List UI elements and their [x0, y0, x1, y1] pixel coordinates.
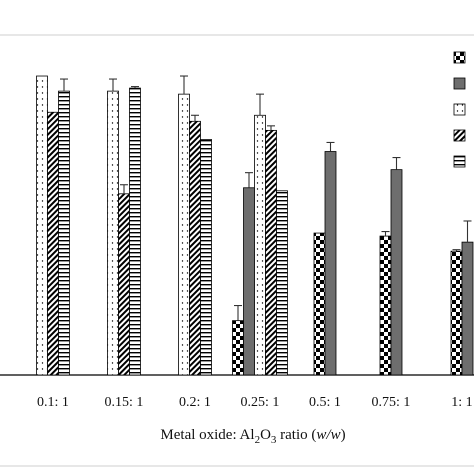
error-bar — [191, 114, 199, 122]
bar-series-5-0-25-1 — [276, 190, 288, 376]
bar-series-3-0-15-1 — [107, 90, 119, 376]
error-bar — [120, 184, 128, 194]
error-bar — [60, 78, 68, 92]
bar-series-4-0-25-1 — [265, 129, 277, 376]
error-bar — [180, 75, 188, 95]
x-axis-title: Metal oxide: Al2O3 ratio (w/w) — [160, 427, 345, 446]
error-bar — [452, 249, 461, 252]
bar-series-1-0-25-1 — [232, 320, 244, 376]
legend-swatch-series-3 — [453, 103, 466, 116]
bar-series-1-0-5-1 — [313, 232, 326, 376]
bar-series-3-0-2-1 — [178, 93, 190, 376]
bar-series-4-0-1-1 — [47, 111, 59, 376]
error-bar — [256, 93, 264, 116]
bar-series-5-0-15-1 — [129, 87, 141, 376]
bar-series-2-0-25-1 — [243, 187, 255, 376]
bars-layer — [36, 75, 474, 376]
bar-series-2-0-5-1 — [324, 151, 337, 376]
bar-series-1-0-75-1 — [379, 235, 392, 376]
legend-swatch-series-2 — [453, 77, 466, 90]
bar-series-4-0-15-1 — [118, 193, 130, 376]
x-tick-label: 0.1: 1 — [37, 395, 69, 410]
x-tick-label: 1: 1 — [451, 395, 472, 410]
error-bar — [381, 231, 390, 237]
error-bar — [267, 125, 275, 131]
legend-swatch-series-1 — [453, 51, 466, 64]
error-bar — [245, 172, 253, 188]
error-bar — [109, 78, 117, 92]
legend-swatch-series-4 — [453, 129, 466, 142]
error-bar — [392, 157, 401, 170]
bar-series-3-0-1-1 — [36, 75, 48, 376]
x-tick-label: 0.75: 1 — [372, 395, 411, 410]
error-bar — [326, 141, 335, 152]
error-bar — [131, 86, 139, 89]
bar-series-1-1-1 — [450, 250, 463, 376]
x-tick-label: 0.5: 1 — [309, 395, 341, 410]
error-bar — [463, 220, 472, 243]
x-tick-label: 0.2: 1 — [179, 395, 211, 410]
bar-series-5-0-2-1 — [200, 139, 212, 376]
bar-series-4-0-2-1 — [189, 120, 201, 376]
x-tick-label: 0.25: 1 — [241, 395, 280, 410]
legend — [453, 51, 466, 168]
x-tick-labels: 0.1: 1 0.15: 1 0.2: 1 0.25: 1 0.5: 1 0.75: 1 1… — [37, 395, 473, 410]
bar-series-2-0-75-1 — [390, 169, 403, 376]
x-tick-label: 0.15: 1 — [105, 395, 144, 410]
legend-swatch-series-5 — [453, 155, 466, 168]
error-bar — [234, 304, 242, 321]
bar-series-3-0-25-1 — [254, 114, 266, 376]
bar-series-5-0-1-1 — [58, 90, 70, 376]
bar-series-2-1-1 — [461, 241, 474, 376]
